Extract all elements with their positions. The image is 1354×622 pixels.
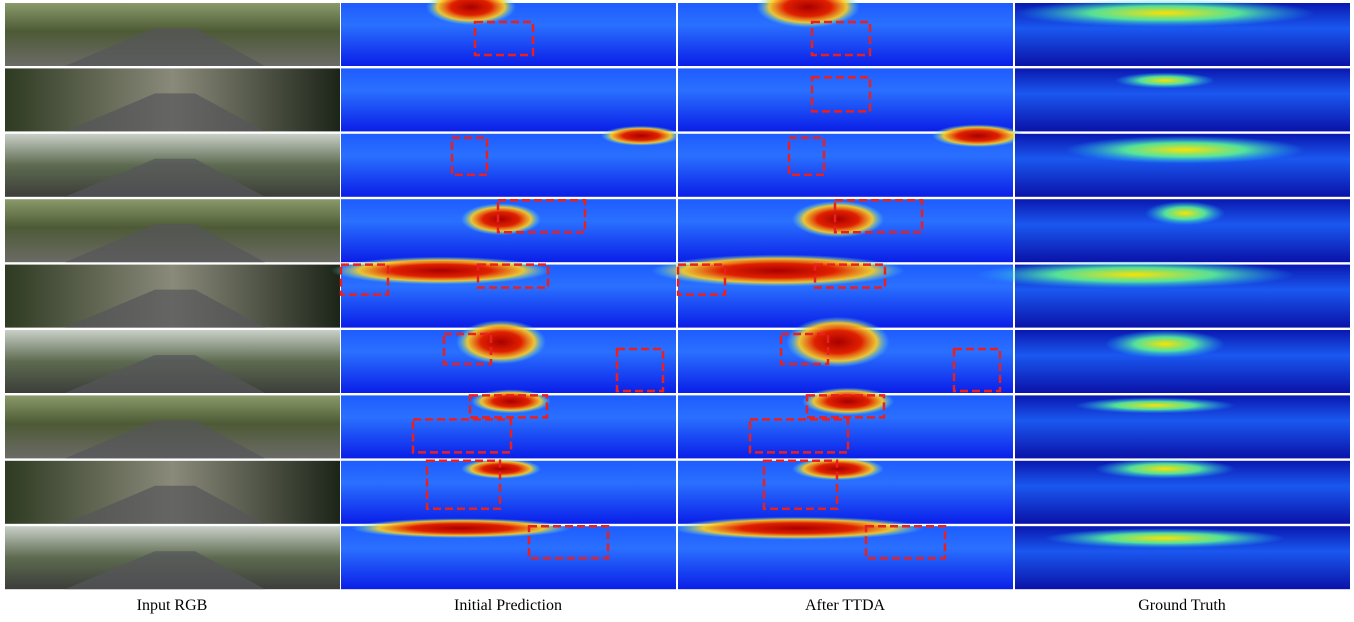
road (65, 158, 265, 197)
road (65, 289, 265, 328)
road (65, 420, 265, 459)
gt-blob (975, 260, 1295, 289)
highlight-box (468, 394, 549, 419)
highlight-box (787, 136, 826, 177)
depth-blob (792, 457, 884, 481)
road (65, 93, 265, 132)
depth-blob (351, 518, 571, 539)
depth-blob (456, 320, 546, 364)
gt-blob (1065, 135, 1305, 164)
column-caption: Initial Prediction (454, 597, 562, 614)
panel-grid (5, 0, 1350, 590)
depth-blob (426, 0, 516, 25)
road (65, 355, 265, 393)
road (65, 551, 265, 590)
road (65, 224, 265, 263)
depth-blob (651, 254, 905, 287)
highlight-box (805, 394, 886, 419)
highlight-box (527, 524, 610, 560)
highlight-box (810, 76, 872, 113)
highlight-box (813, 263, 887, 289)
highlight-box (762, 459, 839, 511)
depth-blob (802, 387, 894, 416)
highlight-box (425, 459, 502, 511)
highlight-box (810, 20, 872, 57)
highlight-box (676, 263, 727, 296)
gt-blob (1015, 0, 1315, 27)
column-caption: Input RGB (137, 597, 208, 614)
highlight-box (748, 418, 850, 454)
highlight-box (442, 332, 493, 366)
highlight-box (473, 20, 535, 57)
highlight-box (833, 198, 924, 234)
depth-blob (786, 316, 890, 368)
road (65, 485, 265, 524)
depth-blob (471, 389, 551, 414)
highlight-box (450, 136, 489, 177)
depth-blob (461, 458, 541, 479)
depth-blob (756, 0, 860, 28)
gt-blob (1105, 330, 1225, 358)
highlight-box (952, 347, 1002, 393)
gt-blob (1075, 397, 1235, 414)
highlight-box (339, 263, 390, 296)
highlight-box (779, 332, 830, 366)
highlight-box (615, 347, 665, 393)
depth-blob (792, 200, 884, 238)
gt-blob (1095, 458, 1235, 479)
depth-blob (932, 124, 1024, 148)
gt-blob (1115, 72, 1215, 89)
highlight-box (496, 198, 587, 234)
road (65, 28, 265, 66)
highlight-box (864, 524, 947, 560)
depth-blob (601, 125, 681, 146)
highlight-box (411, 418, 513, 454)
depth-map (678, 68, 1013, 132)
gt-blob (1145, 201, 1225, 226)
depth-blob (671, 516, 925, 540)
depth-blob (461, 203, 541, 236)
depth-blob (331, 256, 551, 285)
gt-blob (1045, 528, 1285, 549)
depth-map (341, 68, 676, 132)
highlight-box (476, 263, 550, 289)
column-caption: After TTDA (805, 597, 886, 614)
column-caption: Ground Truth (1138, 597, 1226, 614)
